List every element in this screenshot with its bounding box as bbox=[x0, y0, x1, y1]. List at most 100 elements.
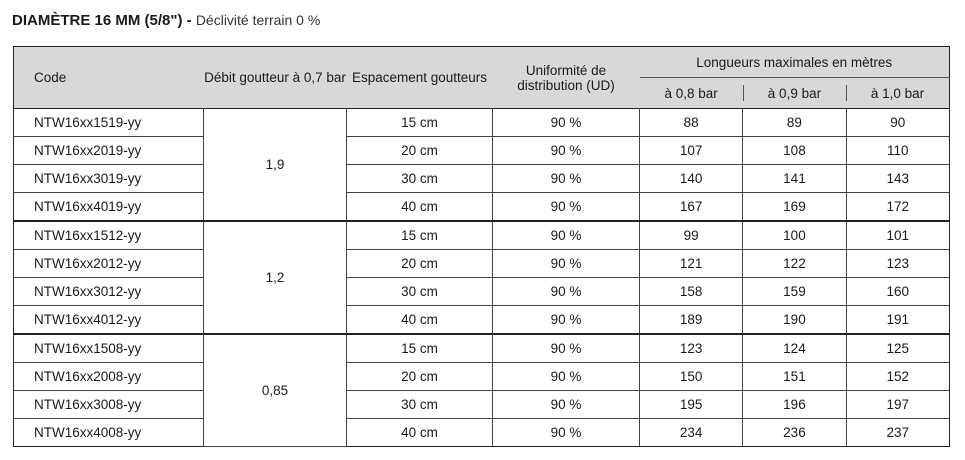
cell-length-10: 237 bbox=[845, 418, 950, 447]
cell-length-09: 100 bbox=[742, 220, 847, 250]
table-body: NTW16xx1519-yy 1,9 15 cm 90 % 88 89 90 NTW16xx2… bbox=[13, 108, 950, 447]
header-longueurs: Longueurs maximales en mètres bbox=[639, 46, 950, 78]
cell-espacement: 15 cm bbox=[346, 108, 493, 137]
table-row: NTW16xx1508-yy 0,85 15 cm 90 % 123 124 125 bbox=[13, 333, 950, 447]
cell-length-08: 99 bbox=[638, 220, 744, 250]
cell-code: NTW16xx1519-yy bbox=[13, 108, 204, 137]
cell-uniformite: 90 % bbox=[492, 164, 640, 193]
cell-length-08: 234 bbox=[638, 418, 744, 447]
cell-code: NTW16xx2019-yy bbox=[13, 136, 204, 165]
header-pressure-08: à 0,8 bar bbox=[639, 77, 743, 109]
cell-espacement: 40 cm bbox=[346, 418, 493, 447]
header-uniformite: Uniformité de distribution (UD) bbox=[492, 46, 640, 109]
cell-uniformite: 90 % bbox=[492, 136, 640, 165]
cell-code: NTW16xx3008-yy bbox=[13, 390, 204, 419]
cell-espacement: 15 cm bbox=[346, 333, 493, 363]
cell-length-10: 197 bbox=[845, 390, 950, 419]
header-debit: Débit goutteur à 0,7 bar bbox=[203, 46, 347, 109]
cell-espacement: 30 cm bbox=[346, 390, 493, 419]
header-espacement: Espacement goutteurs bbox=[346, 46, 493, 109]
cell-uniformite: 90 % bbox=[492, 390, 640, 419]
table-row: NTW16xx3019-yy 30 cm 90 % 140 141 143 bbox=[13, 164, 950, 193]
cell-code: NTW16xx4008-yy bbox=[13, 418, 204, 447]
cell-length-09: 196 bbox=[742, 390, 847, 419]
cell-uniformite: 90 % bbox=[492, 108, 640, 137]
cell-code: NTW16xx1508-yy bbox=[13, 333, 204, 363]
cell-length-09: 159 bbox=[742, 277, 847, 306]
cell-uniformite: 90 % bbox=[492, 220, 640, 250]
cell-code: NTW16xx4012-yy bbox=[13, 305, 204, 335]
cell-length-10: 143 bbox=[845, 164, 950, 193]
table-row: NTW16xx2008-yy 20 cm 90 % 150 151 152 bbox=[13, 362, 950, 391]
cell-uniformite: 90 % bbox=[492, 192, 640, 222]
cell-code: NTW16xx1512-yy bbox=[13, 220, 204, 250]
cell-espacement: 20 cm bbox=[346, 249, 493, 278]
cell-code: NTW16xx2012-yy bbox=[13, 249, 204, 278]
cell-length-10: 172 bbox=[845, 192, 950, 222]
cell-length-09: 236 bbox=[742, 418, 847, 447]
cell-length-08: 121 bbox=[638, 249, 744, 278]
cell-code: NTW16xx3019-yy bbox=[13, 164, 204, 193]
cell-length-08: 107 bbox=[638, 136, 744, 165]
cell-length-09: 89 bbox=[742, 108, 847, 137]
cell-length-08: 189 bbox=[638, 305, 744, 335]
cell-length-08: 158 bbox=[638, 277, 744, 306]
cell-code: NTW16xx4019-yy bbox=[13, 192, 204, 222]
cell-espacement: 30 cm bbox=[346, 164, 493, 193]
table-row: NTW16xx4008-yy 40 cm 90 % 234 236 237 bbox=[13, 418, 950, 447]
table-row: NTW16xx1519-yy 1,9 15 cm 90 % 88 89 90 bbox=[13, 108, 950, 222]
cell-length-08: 195 bbox=[638, 390, 744, 419]
header-pressure-09: à 0,9 bar bbox=[742, 77, 847, 109]
cell-length-10: 123 bbox=[845, 249, 950, 278]
table-row: NTW16xx1512-yy 1,2 15 cm 90 % 99 100 101 bbox=[13, 220, 950, 335]
page-title: DIAMÈTRE 16 MM (5/8") - Déclivité terrai… bbox=[12, 12, 320, 29]
title-slope: Déclivité terrain 0 % bbox=[195, 12, 321, 28]
cell-length-10: 152 bbox=[845, 362, 950, 391]
cell-length-09: 122 bbox=[742, 249, 847, 278]
cell-length-09: 169 bbox=[742, 192, 847, 222]
cell-length-10: 110 bbox=[845, 136, 950, 165]
cell-code: NTW16xx2008-yy bbox=[13, 362, 204, 391]
table-row: NTW16xx3012-yy 30 cm 90 % 158 159 160 bbox=[13, 277, 950, 306]
cell-length-08: 140 bbox=[638, 164, 744, 193]
table-row: NTW16xx2019-yy 20 cm 90 % 107 108 110 bbox=[13, 136, 950, 165]
cell-length-09: 151 bbox=[742, 362, 847, 391]
cell-code: NTW16xx3012-yy bbox=[13, 277, 204, 306]
cell-length-10: 125 bbox=[845, 333, 950, 363]
cell-uniformite: 90 % bbox=[492, 418, 640, 447]
cell-length-09: 124 bbox=[742, 333, 847, 363]
table-row: NTW16xx2012-yy 20 cm 90 % 121 122 123 bbox=[13, 249, 950, 278]
cell-debit: 0,85 bbox=[203, 333, 347, 447]
table-row: NTW16xx3008-yy 30 cm 90 % 195 196 197 bbox=[13, 390, 950, 419]
cell-uniformite: 90 % bbox=[492, 333, 640, 363]
cell-length-09: 108 bbox=[742, 136, 847, 165]
cell-length-09: 141 bbox=[742, 164, 847, 193]
cell-espacement: 20 cm bbox=[346, 362, 493, 391]
cell-uniformite: 90 % bbox=[492, 305, 640, 335]
cell-length-08: 150 bbox=[638, 362, 744, 391]
cell-uniformite: 90 % bbox=[492, 249, 640, 278]
cell-length-10: 191 bbox=[845, 305, 950, 335]
table-header: Code Débit goutteur à 0,7 bar Espacement… bbox=[13, 46, 950, 109]
cell-length-10: 90 bbox=[845, 108, 950, 137]
cell-debit: 1,2 bbox=[203, 220, 347, 335]
header-code: Code bbox=[13, 46, 204, 109]
cell-espacement: 15 cm bbox=[346, 220, 493, 250]
cell-length-10: 101 bbox=[845, 220, 950, 250]
cell-espacement: 30 cm bbox=[346, 277, 493, 306]
cell-length-08: 167 bbox=[638, 192, 744, 222]
cell-espacement: 40 cm bbox=[346, 305, 493, 335]
cell-espacement: 40 cm bbox=[346, 192, 493, 222]
cell-length-08: 123 bbox=[638, 333, 744, 363]
spec-table: Code Débit goutteur à 0,7 bar Espacement… bbox=[13, 46, 950, 447]
cell-length-08: 88 bbox=[638, 108, 744, 137]
cell-uniformite: 90 % bbox=[492, 277, 640, 306]
cell-length-10: 160 bbox=[845, 277, 950, 306]
cell-espacement: 20 cm bbox=[346, 136, 493, 165]
cell-debit: 1,9 bbox=[203, 108, 347, 222]
table-row: NTW16xx4019-yy 40 cm 90 % 167 169 172 bbox=[13, 192, 950, 222]
title-diameter: DIAMÈTRE 16 MM (5/8") - bbox=[12, 12, 192, 29]
cell-length-09: 190 bbox=[742, 305, 847, 335]
cell-uniformite: 90 % bbox=[492, 362, 640, 391]
header-pressure-10: à 1,0 bar bbox=[846, 77, 950, 109]
